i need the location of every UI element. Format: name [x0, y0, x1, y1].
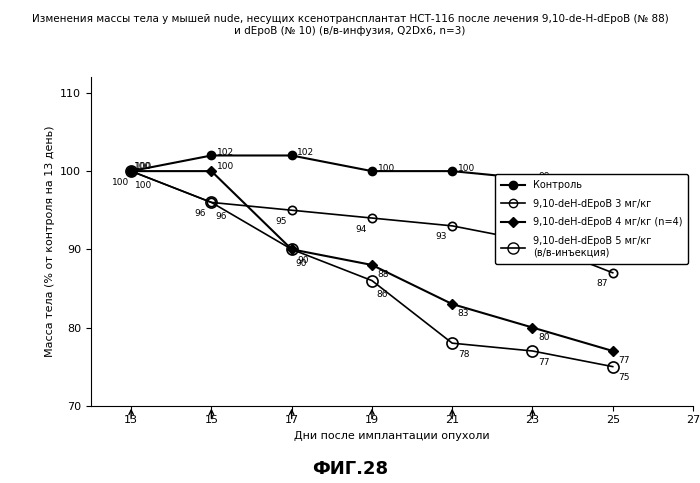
Text: 94: 94: [356, 225, 367, 234]
Text: 102: 102: [298, 148, 314, 157]
Text: 100: 100: [377, 164, 395, 173]
Text: Изменения массы тела у мышей nude, несущих ксенотрансплантат НСТ-116 после лечен: Изменения массы тела у мышей nude, несущ…: [32, 14, 668, 36]
Text: 83: 83: [458, 309, 469, 318]
Text: 78: 78: [458, 350, 469, 359]
Text: 100: 100: [135, 181, 153, 189]
Text: 100: 100: [217, 162, 234, 171]
Text: 97: 97: [618, 187, 630, 196]
Legend: Контроль, 9,10-deH-dEpoB 3 мг/кг, 9,10-deH-dEpoB 4 мг/кг (n=4), 9,10-deH-dEpoB 5: Контроль, 9,10-deH-dEpoB 3 мг/кг, 9,10-d…: [495, 174, 688, 264]
Text: 75: 75: [618, 373, 630, 382]
Text: 88: 88: [377, 270, 389, 279]
Text: 77: 77: [618, 356, 630, 365]
Text: 90: 90: [296, 259, 307, 268]
Text: 91: 91: [516, 248, 527, 257]
Y-axis label: Масса тела (% от контроля на 13 день): Масса тела (% от контроля на 13 день): [45, 126, 55, 357]
X-axis label: Дни после имплантации опухоли: Дни после имплантации опухоли: [294, 431, 490, 441]
Text: 86: 86: [376, 290, 388, 299]
Text: 100: 100: [112, 178, 129, 187]
Text: 90: 90: [298, 256, 309, 265]
Text: 100: 100: [135, 162, 153, 171]
Text: 80: 80: [538, 333, 550, 342]
Text: 77: 77: [538, 357, 550, 367]
Text: 95: 95: [275, 217, 286, 226]
Text: 87: 87: [596, 279, 608, 288]
Text: 100: 100: [134, 162, 151, 171]
Text: 96: 96: [216, 212, 227, 221]
Text: 99: 99: [538, 171, 550, 181]
Text: 96: 96: [195, 209, 206, 218]
Text: 102: 102: [217, 148, 234, 157]
Text: 93: 93: [435, 232, 447, 242]
Text: 100: 100: [458, 164, 475, 173]
Text: ФИГ.28: ФИГ.28: [312, 460, 388, 478]
